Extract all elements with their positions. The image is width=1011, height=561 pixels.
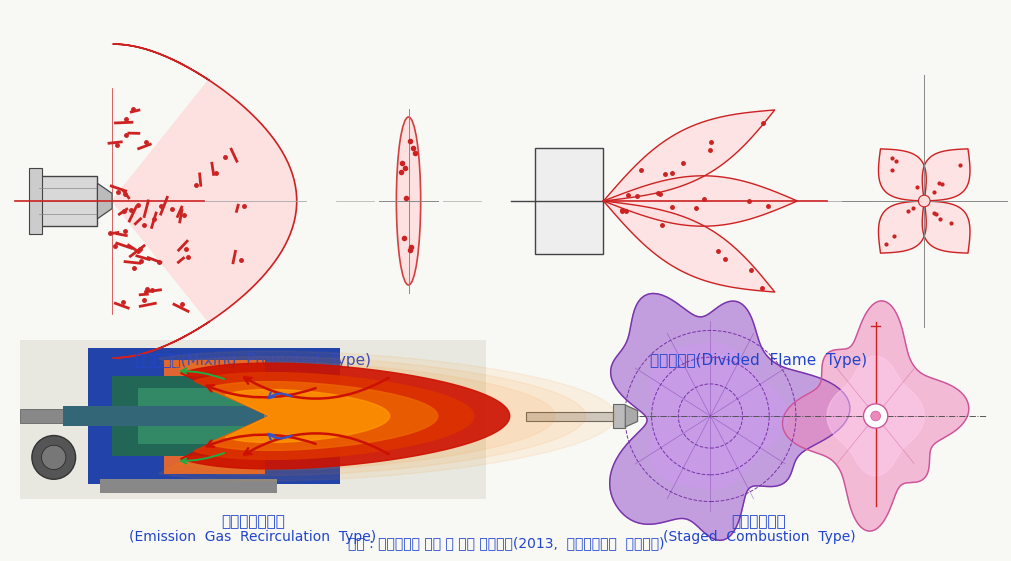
Polygon shape [603,201,774,292]
Polygon shape [649,343,787,489]
Polygon shape [826,356,923,476]
Text: (Staged  Combustion  Type): (Staged Combustion Type) [662,530,854,544]
Bar [535,148,603,254]
Text: 분할화염형(Divided  Flame  Type): 분할화염형(Divided Flame Type) [650,353,866,368]
FancyArrowPatch shape [206,435,315,447]
Text: 혼합촉진형(Mixing  Promoted  Type): 혼합촉진형(Mixing Promoted Type) [134,353,371,368]
Text: (Emission  Gas  Recirculation  Type): (Emission Gas Recirculation Type) [129,530,376,544]
Polygon shape [603,176,797,226]
Polygon shape [609,293,849,540]
Bar [88,348,340,484]
Circle shape [41,445,66,470]
Circle shape [862,404,887,428]
Polygon shape [625,405,637,427]
Bar [112,376,282,456]
Bar [29,168,41,234]
Text: 자료 : 저녹스버너 이해 및 설치 효과분석(2013,  한국환경공단  기술자료): 자료 : 저녹스버너 이해 및 설치 효과분석(2013, 한국환경공단 기술자… [348,536,663,550]
Ellipse shape [396,117,421,285]
Polygon shape [112,44,296,358]
Polygon shape [193,373,473,459]
Polygon shape [603,110,774,201]
FancyArrowPatch shape [206,385,315,397]
Polygon shape [180,363,510,469]
Polygon shape [921,149,969,201]
Polygon shape [878,201,925,253]
Bar [137,388,257,444]
Bar [19,341,486,499]
Polygon shape [224,389,389,443]
Circle shape [31,435,76,479]
Polygon shape [178,362,554,470]
Circle shape [869,411,880,421]
Bar [64,406,277,426]
Polygon shape [782,301,968,531]
Text: 단계적연소형: 단계적연소형 [731,514,786,529]
Text: 배가스재순환형: 배가스재순환형 [220,514,285,529]
Bar [525,412,613,421]
FancyArrowPatch shape [181,453,224,463]
Bar [164,360,265,391]
Polygon shape [97,183,112,219]
Circle shape [918,195,929,207]
Bar [39,176,97,226]
Bar [19,409,78,423]
FancyArrowPatch shape [268,434,291,440]
Bar [613,404,625,427]
Bar [164,443,265,473]
Polygon shape [168,357,584,475]
Polygon shape [207,381,438,450]
Bar [100,479,277,494]
Polygon shape [158,351,615,481]
Polygon shape [921,201,969,253]
FancyArrowPatch shape [244,433,388,454]
FancyArrowPatch shape [181,369,224,379]
Polygon shape [878,149,925,201]
FancyArrowPatch shape [244,378,388,399]
Polygon shape [265,406,284,426]
FancyArrowPatch shape [268,392,291,398]
